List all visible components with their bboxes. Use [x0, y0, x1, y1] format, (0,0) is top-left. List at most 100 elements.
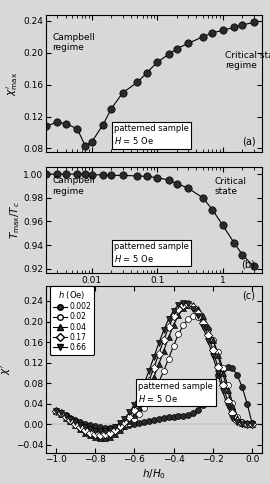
0.66: [147, 367, 151, 375]
0.002: [191, 409, 195, 417]
0.002: [93, 423, 97, 430]
0.66: [88, 425, 92, 433]
0.17: [103, 430, 107, 438]
0.66: [240, 420, 244, 428]
0.02: [78, 424, 82, 432]
0.04: [107, 433, 112, 440]
0.002: [137, 419, 141, 426]
Text: Campbell
regime: Campbell regime: [52, 177, 95, 196]
0.04: [137, 404, 141, 411]
0.66: [137, 391, 141, 399]
0.17: [201, 318, 205, 326]
0.02: [211, 335, 215, 343]
0.02: [83, 427, 87, 435]
0.02: [93, 431, 97, 439]
0.17: [211, 346, 215, 354]
0.17: [181, 301, 185, 308]
0.17: [215, 363, 220, 371]
0.002: [181, 412, 185, 420]
Point: [89, 171, 94, 179]
0.02: [107, 430, 112, 438]
0.66: [132, 401, 136, 408]
Text: Critical
state: Critical state: [214, 177, 246, 197]
0.66: [230, 414, 235, 422]
0.04: [93, 433, 97, 441]
0.04: [88, 431, 92, 439]
0.17: [113, 426, 117, 434]
0.02: [113, 428, 117, 436]
0.02: [142, 404, 146, 412]
0.02: [152, 389, 156, 396]
0.17: [167, 323, 171, 331]
0.02: [103, 432, 107, 439]
0.04: [98, 434, 102, 442]
Text: patterned sample
$H$ = 5 Oe: patterned sample $H$ = 5 Oe: [114, 242, 189, 264]
0.17: [83, 426, 87, 434]
Point: [232, 239, 236, 246]
Point: [252, 18, 256, 26]
Text: patterned sample
$H$ = 5 Oe: patterned sample $H$ = 5 Oe: [138, 382, 213, 404]
0.002: [63, 411, 68, 419]
Point: [89, 138, 94, 146]
0.17: [225, 397, 230, 405]
0.17: [157, 350, 161, 358]
0.04: [132, 410, 136, 418]
0.66: [157, 339, 161, 347]
0.02: [206, 325, 210, 333]
0.04: [215, 351, 220, 359]
0.17: [152, 364, 156, 372]
0.002: [152, 416, 156, 424]
0.17: [161, 336, 166, 344]
0.17: [132, 406, 136, 414]
Text: (a): (a): [242, 137, 255, 147]
0.66: [221, 387, 225, 395]
Point: [135, 78, 140, 86]
0.02: [186, 315, 190, 323]
0.17: [240, 419, 244, 427]
0.002: [240, 383, 244, 391]
Point: [232, 23, 236, 31]
0.02: [157, 378, 161, 386]
0.17: [117, 423, 122, 430]
0.002: [206, 393, 210, 400]
Point: [101, 121, 105, 128]
0.17: [171, 313, 176, 320]
0.17: [191, 303, 195, 311]
Point: [75, 170, 79, 178]
0.66: [206, 337, 210, 345]
0.04: [206, 323, 210, 331]
Point: [240, 251, 244, 258]
0.002: [245, 400, 249, 408]
Point: [145, 69, 149, 76]
0.02: [137, 410, 141, 418]
0.02: [230, 399, 235, 407]
0.02: [225, 381, 230, 389]
0.66: [186, 300, 190, 308]
Point: [83, 170, 87, 178]
0.002: [167, 413, 171, 421]
0.66: [191, 305, 195, 313]
0.17: [142, 388, 146, 396]
0.04: [191, 301, 195, 309]
0.17: [147, 377, 151, 384]
0.17: [63, 413, 68, 421]
0.02: [147, 397, 151, 405]
0.17: [221, 381, 225, 389]
Point: [121, 172, 125, 180]
0.66: [196, 313, 200, 320]
0.66: [107, 425, 112, 433]
0.02: [68, 417, 73, 424]
0.002: [142, 418, 146, 425]
Point: [252, 262, 256, 270]
Y-axis label: $\chi^{\prime}_{\rm max}$: $\chi^{\prime}_{\rm max}$: [5, 72, 20, 95]
Point: [220, 27, 225, 34]
Point: [240, 21, 244, 29]
Text: (c): (c): [242, 290, 255, 301]
0.04: [171, 321, 176, 329]
0.04: [147, 385, 151, 393]
Text: Campbell
regime: Campbell regime: [52, 33, 95, 52]
Text: Critical state
regime: Critical state regime: [225, 51, 270, 71]
Point: [145, 173, 149, 181]
0.002: [122, 422, 127, 430]
Point: [44, 122, 48, 130]
